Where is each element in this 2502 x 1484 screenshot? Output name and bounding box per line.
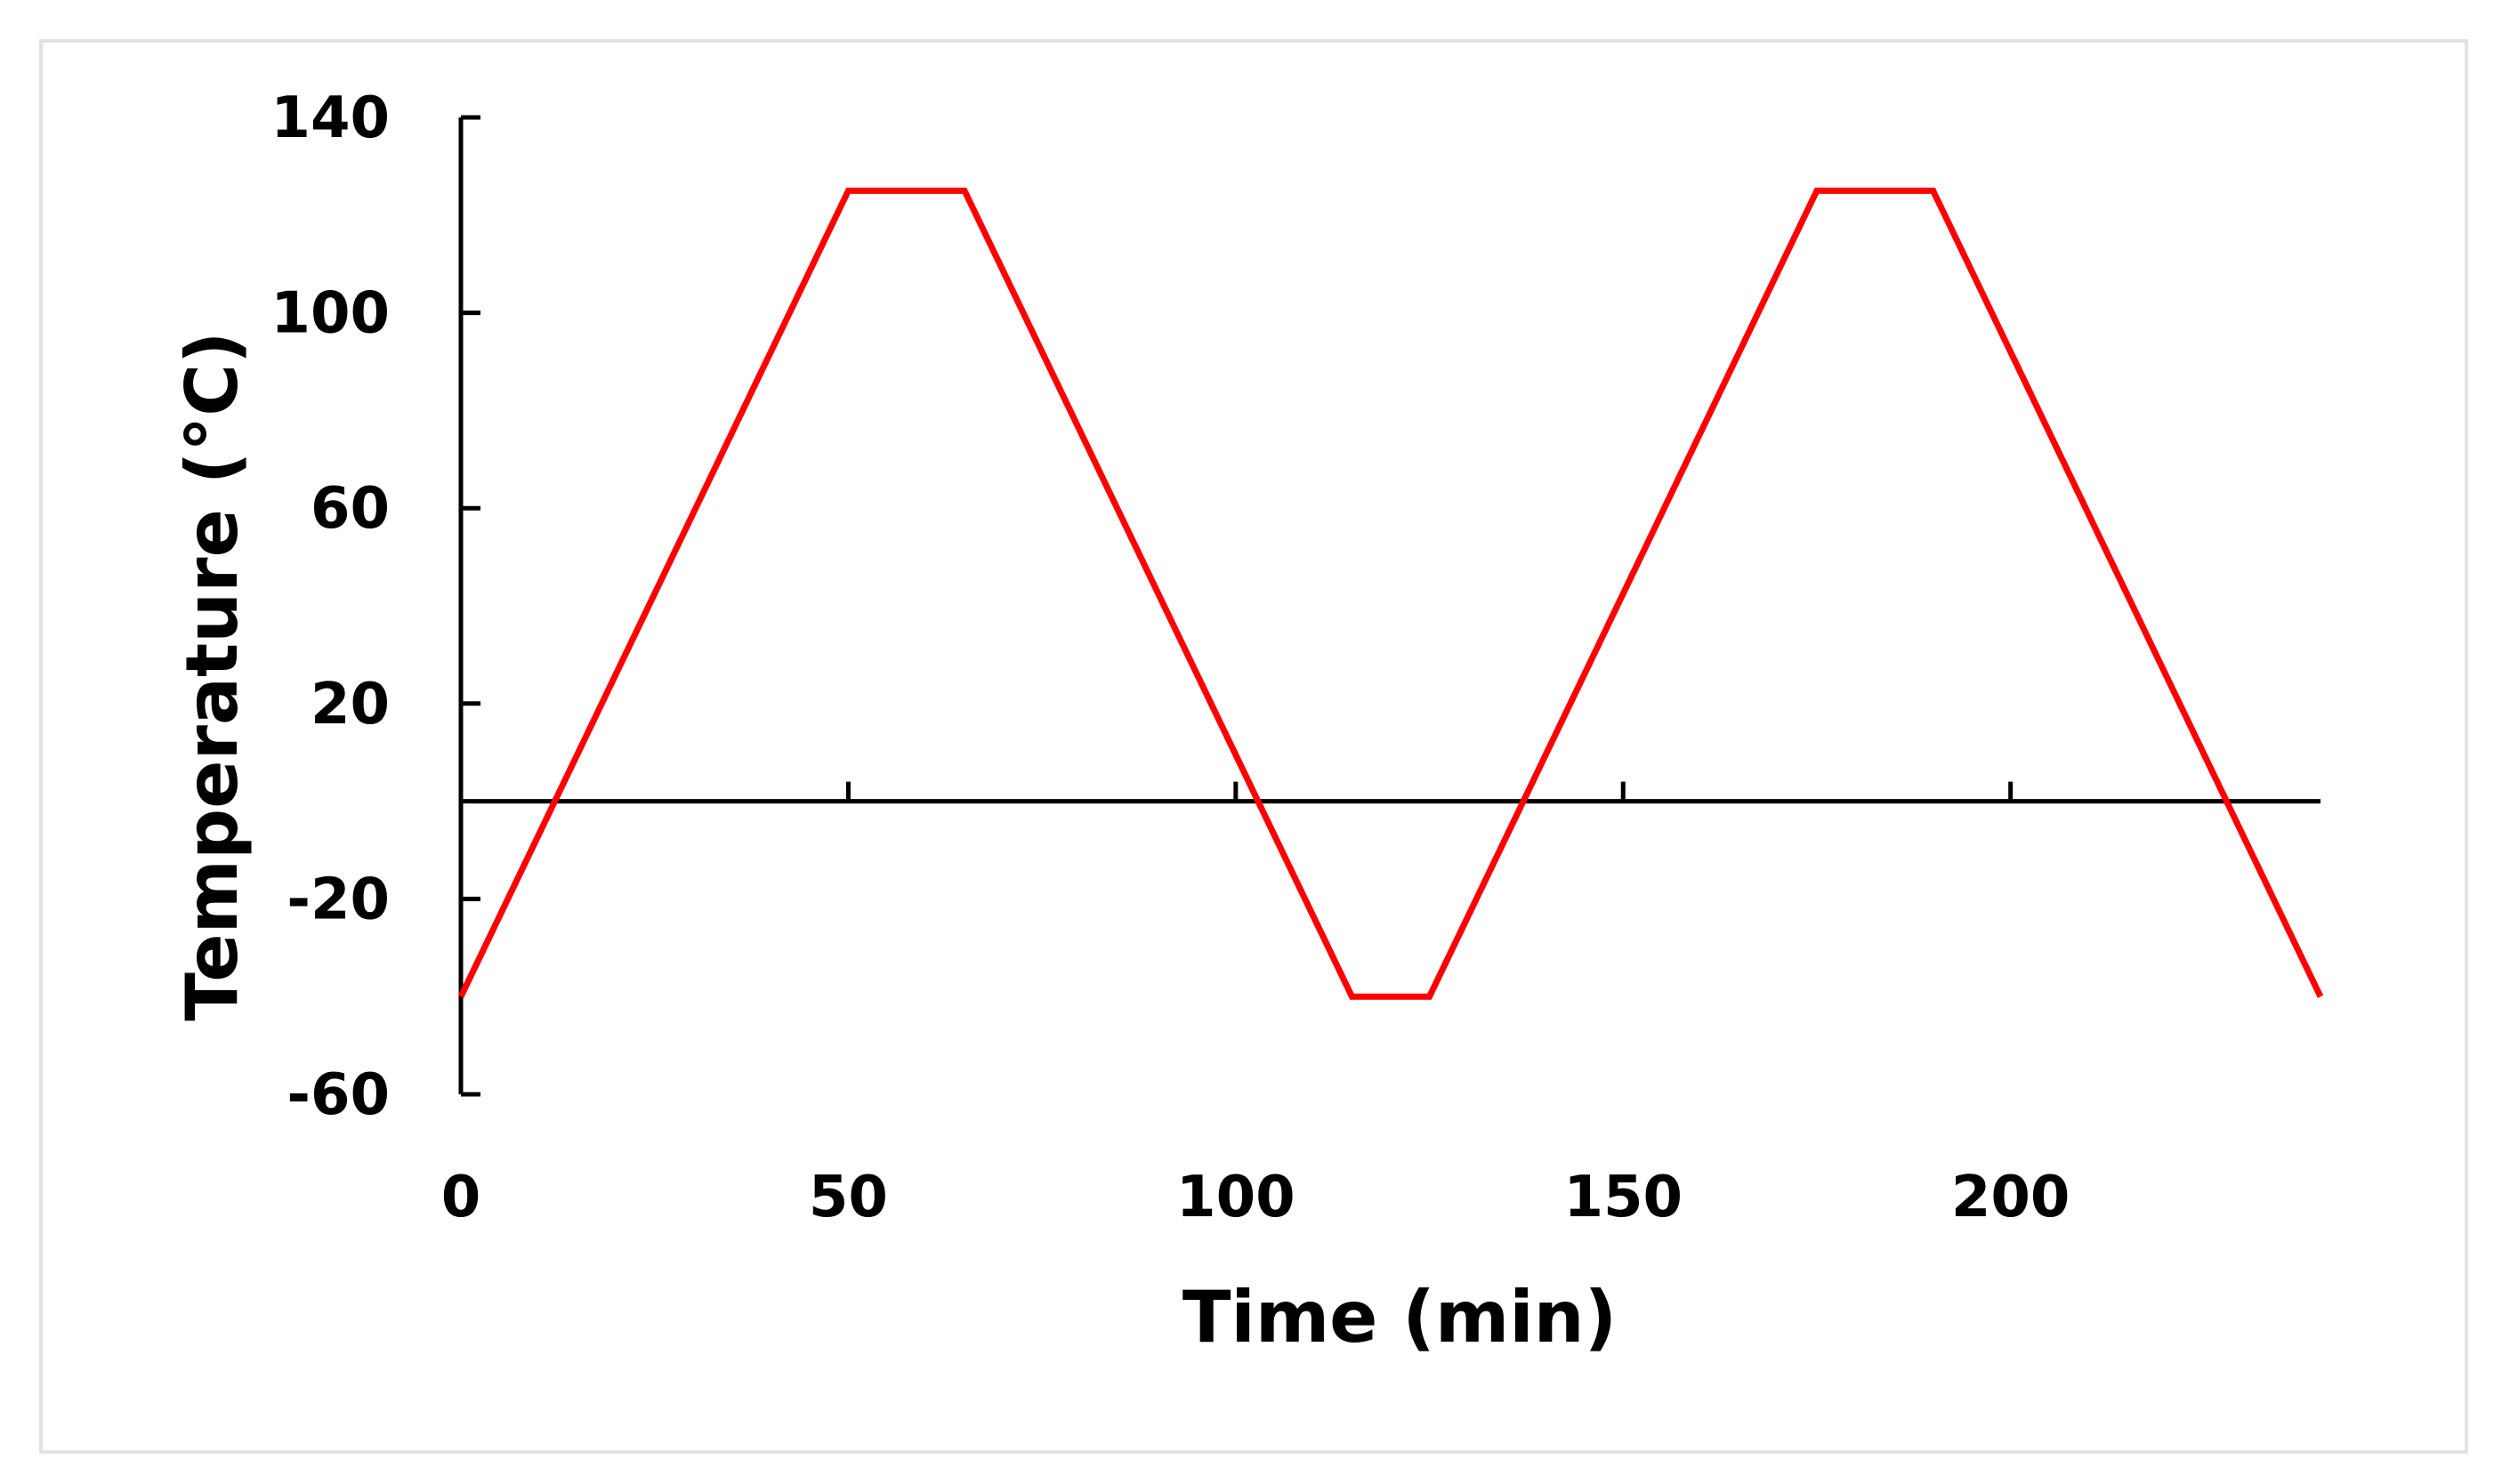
- x-tick-label: 0: [441, 1165, 481, 1230]
- y-tick-label: 60: [311, 476, 390, 542]
- temperature-series-line: [457, 187, 2324, 1000]
- x-tick-label: 150: [1563, 1165, 1683, 1230]
- y-tick-label: -60: [287, 1062, 390, 1128]
- y-tick-label: -20: [287, 867, 390, 932]
- ticks: [461, 115, 2014, 1097]
- tick-labels: 140 100 60 20 -20 -60 0 50 100 150 200: [270, 85, 2070, 1230]
- chart-frame: 140 100 60 20 -20 -60 0 50 100 150 200 Time (min) …: [39, 39, 2468, 1454]
- series-layer: [457, 187, 2324, 1000]
- x-axis-title: Time (min): [1182, 1276, 1617, 1359]
- x-tick-label: 50: [809, 1165, 888, 1230]
- y-tick-label: 20: [311, 672, 390, 738]
- axes: [458, 117, 2320, 1094]
- x-tick-label: 200: [1951, 1165, 2070, 1230]
- x-tick-label: 100: [1176, 1165, 1295, 1230]
- y-axis-title: Temperature (°C): [171, 331, 254, 1020]
- y-tick-label: 140: [270, 85, 390, 151]
- y-tick-label: 100: [270, 281, 390, 347]
